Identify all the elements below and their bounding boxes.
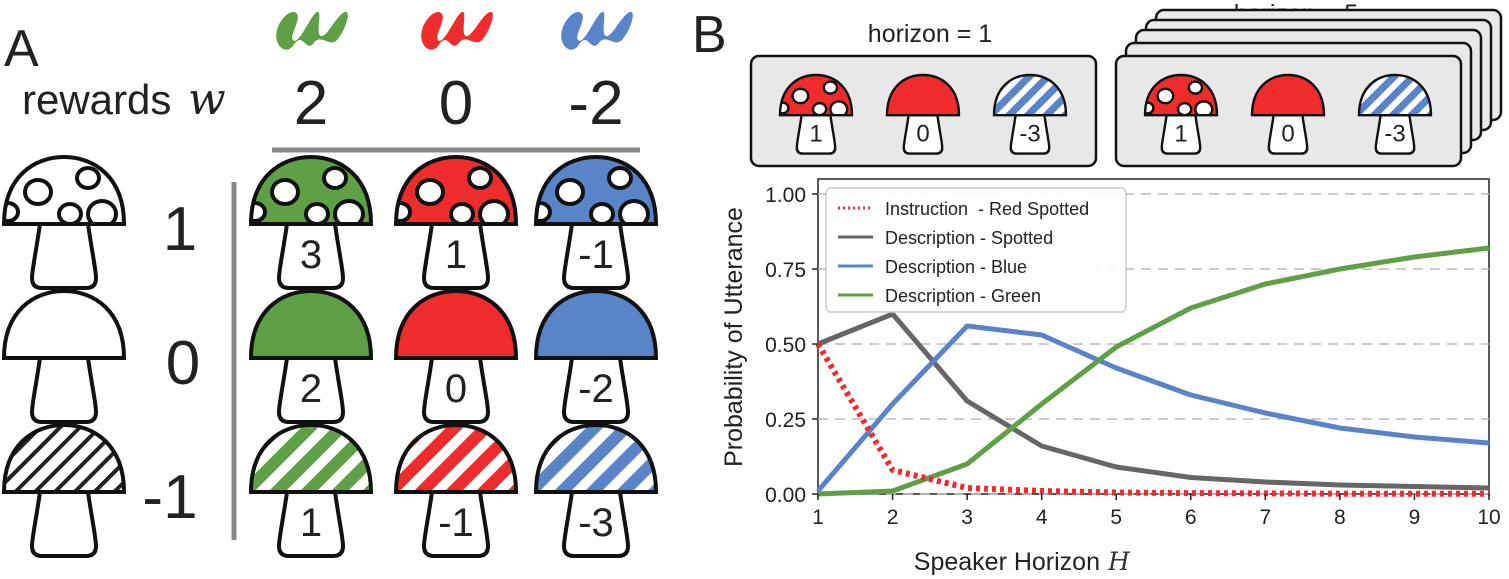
legend-label: Description - Blue: [885, 257, 1027, 277]
x-tick-label: 1: [812, 506, 824, 529]
stem-label: -3: [1384, 121, 1405, 148]
stem-label: 0: [445, 367, 467, 411]
stem-label: -1: [578, 233, 614, 277]
stem-label: 1: [445, 233, 467, 277]
series-line-2: [816, 323, 1490, 493]
stem-label: 1: [300, 501, 322, 545]
mushroom-blue-striped: -3: [533, 422, 659, 558]
y-ticks: 0.00 0.25 0.50 0.75 1.00: [765, 184, 818, 507]
horizon-mushrooms: 1 0 -3 1 0 -3: [778, 73, 1433, 155]
rewards-label: rewards: [22, 76, 171, 123]
panel-a-letter: A: [4, 20, 39, 78]
cap-spots: [396, 166, 510, 224]
x-tick-label: 4: [1036, 506, 1048, 529]
series-line-0: [815, 342, 1489, 497]
panel-b: B horizon = 1 horizon = 5 10-310-3 12345…: [692, 0, 1503, 576]
box1-mushroom-1: 1: [778, 73, 854, 155]
stem-label: 0: [1281, 121, 1294, 148]
swatch-red: [421, 11, 493, 50]
panel-b-letter: B: [692, 6, 727, 64]
reward-red: 0: [439, 69, 473, 138]
line-chart: 1 2 3 4 5 6 7 8 9 10 0.00 0.25 0.50 0.75 1.00 Instruc…: [720, 178, 1501, 576]
stem-label: -1: [438, 501, 474, 545]
x-tick-label: 2: [887, 506, 899, 529]
horizon-1-title: horizon = 1: [868, 20, 992, 48]
mushroom-red-spotted: 1: [393, 154, 519, 290]
swatch-green: [276, 11, 348, 50]
color-swatches: [276, 11, 633, 50]
mushroom-grid: 3 1 -1 2 0 -2 1 -1 -3: [1, 154, 659, 558]
x-tick-label: 3: [961, 506, 973, 529]
mushroom-red-plain: 0: [393, 288, 519, 424]
box1-mushroom-2: 0: [885, 73, 961, 155]
mushroom-white-spotted: [1, 154, 127, 290]
cap-spots: [251, 166, 365, 224]
x-tick-label: 9: [1409, 506, 1421, 529]
legend-box: [825, 187, 1127, 313]
stem-label: -3: [578, 501, 614, 545]
x-axis-label: Speaker Horizon: [914, 548, 1100, 576]
reward-blue: -2: [568, 69, 623, 138]
cap-spots: [1144, 80, 1214, 116]
series-line-1: [817, 311, 1490, 491]
mushroom-blue-spotted: -1: [533, 154, 659, 290]
x-ticks: 1 2 3 4 5 6 7 8 9 10: [812, 494, 1501, 529]
row-value-plain: 0: [166, 329, 200, 398]
rewards-symbol: w: [188, 74, 226, 125]
panel-a: A rewards w 2 0 -2 1 0 -1 3 1 -1 2 0 -2 1 -1 -3: [1, 11, 659, 558]
x-tick-label: 10: [1477, 506, 1500, 529]
stem-label: 0: [916, 121, 929, 148]
stem-label: 3: [300, 233, 322, 277]
x-tick-label: 6: [1185, 506, 1197, 529]
y-axis-label: Probability of Utterance: [720, 207, 748, 467]
x-axis-symbol: H: [1107, 547, 1131, 576]
cap-spots: [4, 166, 118, 224]
box1-mushroom-3: -3: [992, 73, 1068, 155]
mushroom-white-striped: [1, 422, 127, 558]
stem-label: 1: [1174, 121, 1187, 148]
x-tick-label: 8: [1334, 506, 1346, 529]
y-tick-label: 1.00: [765, 184, 806, 207]
legend-label: Description - Green: [885, 286, 1041, 306]
mushroom-green-striped: 1: [248, 422, 374, 558]
stem-label: -2: [578, 367, 614, 411]
y-tick-label: 0.00: [765, 484, 806, 507]
mushroom-blue-plain: -2: [533, 288, 659, 424]
row-value-striped: -1: [142, 463, 197, 532]
y-tick-label: 0.50: [765, 334, 806, 357]
box2-mushroom-1: 1: [1143, 73, 1219, 155]
legend-label: Description - Spotted: [885, 228, 1053, 248]
mushroom-green-plain: 2: [248, 288, 374, 424]
reward-green: 2: [294, 69, 328, 138]
y-tick-label: 0.25: [765, 409, 806, 432]
row-value-spotted: 1: [163, 195, 197, 264]
mushroom-green-spotted: 3: [248, 154, 374, 290]
stem-label: 2: [300, 367, 322, 411]
x-tick-label: 7: [1259, 506, 1271, 529]
swatch-blue: [561, 11, 633, 50]
cap-spots: [536, 166, 650, 224]
mushroom-red-striped: -1: [393, 422, 519, 558]
y-tick-label: 0.75: [765, 259, 806, 282]
legend: Instruction - Red Spotted Description - S…: [825, 187, 1127, 313]
box2-mushroom-3: -3: [1357, 73, 1433, 155]
stem-label: -3: [1019, 121, 1040, 148]
stem-label: 1: [809, 121, 822, 148]
mushroom-white-plain: [1, 288, 127, 424]
series-lines: [815, 245, 1490, 497]
legend-label: Instruction - Red Spotted: [885, 199, 1089, 219]
x-tick-label: 5: [1110, 506, 1122, 529]
box2-mushroom-2: 0: [1250, 73, 1326, 155]
